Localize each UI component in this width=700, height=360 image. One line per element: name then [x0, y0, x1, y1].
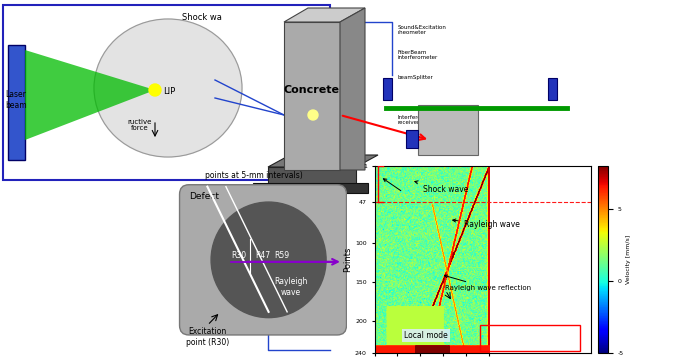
Text: Rayleigh
wave: Rayleigh wave [274, 277, 307, 297]
Text: Rayleigh wave reflection: Rayleigh wave reflection [444, 275, 531, 291]
Ellipse shape [94, 19, 242, 157]
Text: Interferometric
receiver: Interferometric receiver [398, 114, 440, 125]
Text: R47: R47 [256, 252, 271, 261]
Text: Local mode: Local mode [404, 331, 448, 340]
FancyBboxPatch shape [406, 130, 418, 148]
Text: Sound&Excitation
rheometer: Sound&Excitation rheometer [398, 24, 447, 35]
Text: Excitation
point (R30): Excitation point (R30) [186, 327, 229, 347]
Text: LIP: LIP [163, 87, 175, 96]
Polygon shape [340, 8, 365, 170]
Text: Defect: Defect [189, 192, 219, 201]
FancyBboxPatch shape [268, 167, 356, 185]
Bar [480, 325, 580, 351]
Text: ructive
force: ructive force [128, 118, 152, 131]
Ellipse shape [211, 202, 326, 318]
Text: Concrete: Concrete [284, 85, 340, 95]
FancyBboxPatch shape [8, 45, 25, 160]
Text: points at 5-mm intervals): points at 5-mm intervals) [205, 171, 302, 180]
Polygon shape [284, 8, 365, 22]
Y-axis label: Velocity [mm/s]: Velocity [mm/s] [626, 235, 631, 284]
Text: R30: R30 [231, 252, 246, 261]
Text: Shock wa: Shock wa [182, 13, 222, 22]
Text: Laser
beam: Laser beam [5, 90, 27, 110]
Text: Shock wave: Shock wave [415, 181, 468, 194]
Text: beamSplitter: beamSplitter [398, 76, 434, 81]
Text: R59: R59 [274, 252, 289, 261]
Text: FiberBeam
interferometer: FiberBeam interferometer [398, 50, 438, 60]
Polygon shape [268, 155, 378, 167]
Y-axis label: Points: Points [343, 247, 352, 272]
Polygon shape [25, 50, 155, 140]
FancyBboxPatch shape [284, 22, 340, 170]
Circle shape [149, 84, 161, 96]
FancyBboxPatch shape [253, 183, 368, 193]
FancyBboxPatch shape [548, 78, 557, 100]
Text: Rayleigh wave: Rayleigh wave [453, 219, 519, 229]
Circle shape [308, 110, 318, 120]
FancyBboxPatch shape [179, 185, 346, 335]
FancyBboxPatch shape [383, 78, 392, 100]
FancyBboxPatch shape [3, 5, 330, 180]
FancyBboxPatch shape [418, 105, 478, 155]
